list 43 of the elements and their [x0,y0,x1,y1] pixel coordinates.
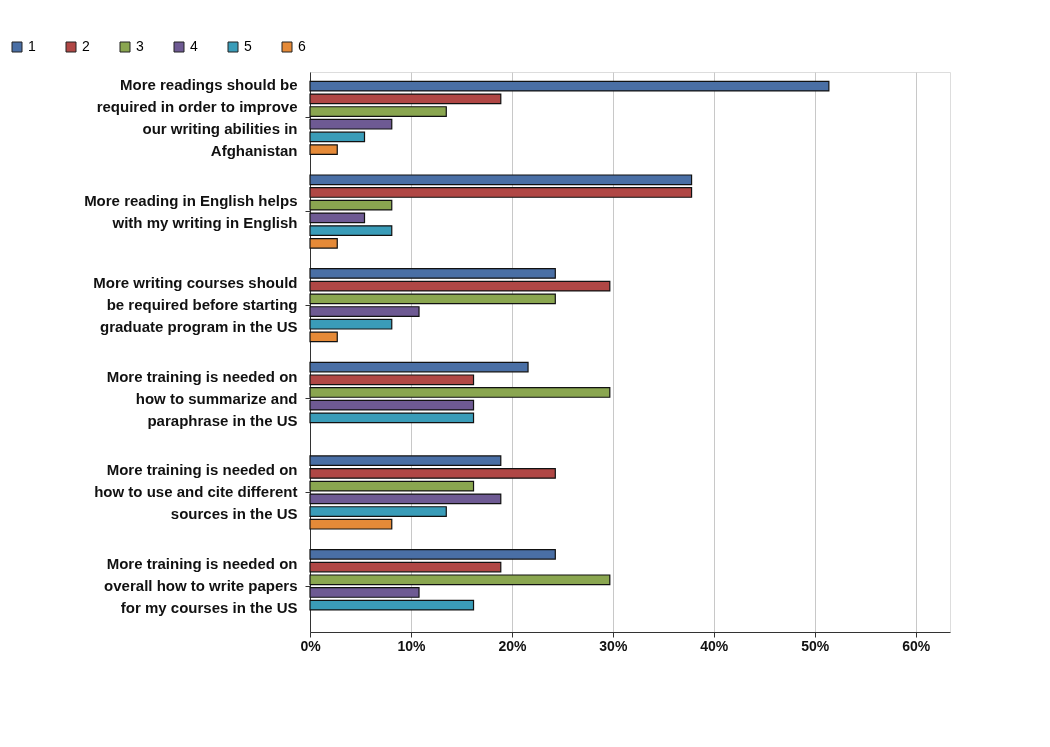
bar [309,361,529,373]
bar [309,561,502,573]
legend-label: 6 [298,38,306,54]
bar [309,318,393,330]
x-tick-label: 0% [300,637,322,654]
bar [309,174,693,186]
x-tick-label: 60% [902,637,931,654]
bar [309,237,338,249]
legend-label: 5 [244,38,252,54]
bar [309,548,556,560]
bar [309,187,693,198]
bar [309,268,556,279]
legend-label: 3 [136,38,144,54]
legend-label: 1 [28,38,36,54]
x-tick-label: 30% [599,637,628,654]
bar [309,144,338,156]
bar [309,574,611,586]
y-tick-label: More readings should be required in order to improve our writing abilities in Afghanistan [96,75,298,159]
y-tick-label: More reading in English helps with my writing in English [84,191,298,231]
bar [309,374,475,386]
bar [309,106,447,117]
x-tick-label: 20% [498,637,527,654]
bar [309,387,611,398]
y-tick-label: More training is needed on overall how to write papers for my courses in the US [104,555,298,617]
bar [309,118,393,130]
y-tick-label: More training is needed on how to summarize and paraphrase in the US [106,367,298,429]
bar [309,331,338,343]
legend-label: 2 [82,38,90,54]
x-tick-label: 40% [700,637,729,654]
bar [309,506,447,517]
bar [309,131,366,143]
x-tick-label: 10% [397,637,426,654]
bar [309,468,556,479]
y-tick-label: More writing courses should be required before starting graduate program in the US [93,274,298,336]
bar [309,599,475,611]
bar [309,455,502,467]
bar [309,225,393,236]
bar [309,518,393,530]
legend-label: 4 [190,38,198,54]
x-tick-label: 50% [801,637,830,654]
bar [309,306,420,317]
bar [309,587,420,598]
y-tick-label: More training is needed on how to use and cite different sources in the US [94,461,298,523]
